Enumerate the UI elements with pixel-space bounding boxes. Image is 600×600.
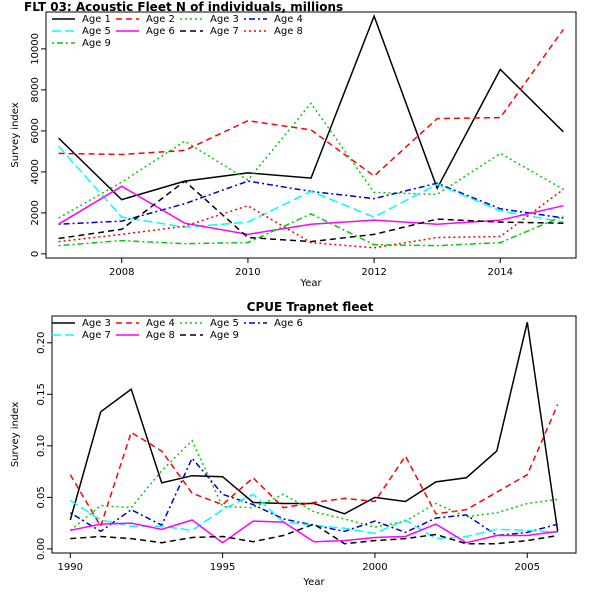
- y-tick-label: 0: [30, 251, 41, 257]
- legend-entry: Age 4: [274, 14, 303, 25]
- chart-title: CPUE Trapnet fleet: [247, 300, 374, 314]
- x-tick-label: 2010: [235, 267, 260, 278]
- legend-entry: Age 3: [210, 14, 239, 25]
- y-tick-label: 4000: [30, 159, 41, 184]
- legend-entry: Age 8: [146, 330, 175, 341]
- series-line-age-9: [58, 213, 564, 247]
- series-line-age-6: [58, 185, 564, 236]
- y-tick-label: 6000: [30, 118, 41, 143]
- legend-entry: Age 9: [82, 38, 111, 49]
- x-tick-label: 1990: [58, 562, 83, 573]
- legend-entry: Age 6: [274, 318, 303, 329]
- series-line-age-3: [58, 101, 564, 219]
- legend-entry: Age 5: [210, 318, 239, 329]
- series-line-age-9: [70, 523, 558, 545]
- y-axis-label: Survey index: [10, 102, 21, 167]
- series-line-age-8: [70, 519, 558, 544]
- y-axis-label: Survey index: [10, 402, 21, 467]
- series-line-age-1: [58, 13, 564, 201]
- chart-title: FLT 03: Acoustic Fleet N of individuals,…: [24, 0, 343, 14]
- series-line-age-2: [58, 28, 565, 177]
- y-tick-label: 0.05: [36, 486, 47, 508]
- legend-entry: Age 7: [82, 330, 111, 341]
- y-tick-label: 2000: [30, 200, 41, 225]
- legend-entry: Age 9: [210, 330, 239, 341]
- x-tick-label: 1995: [210, 562, 235, 573]
- series-line-age-6: [69, 456, 558, 537]
- y-tick-label: 0.20: [36, 332, 47, 354]
- plot-frame: [45, 11, 577, 259]
- x-tick-label: 2008: [109, 267, 134, 278]
- series-line-age-4: [58, 180, 564, 225]
- series-line-age-8: [58, 188, 564, 249]
- series-line-age-7: [58, 180, 564, 243]
- x-tick-label: 2014: [488, 267, 513, 278]
- y-tick-label: 10000: [30, 33, 41, 65]
- series-line-age-4: [69, 404, 559, 529]
- legend-entry: Age 7: [210, 26, 239, 37]
- x-axis-label: Year: [302, 577, 325, 588]
- series-line-age-5: [69, 439, 558, 531]
- y-tick-label: 0.15: [36, 383, 47, 405]
- legend-entry: Age 6: [146, 26, 175, 37]
- series-line-age-5: [58, 145, 564, 229]
- chart-acoustic-fleet: FLT 03: Acoustic Fleet N of individuals,…: [10, 0, 577, 289]
- legend-entry: Age 5: [82, 26, 111, 37]
- plot-frame: [51, 315, 577, 554]
- x-tick-label: 2005: [515, 562, 540, 573]
- x-tick-label: 2012: [361, 267, 386, 278]
- legend-entry: Age 2: [146, 14, 175, 25]
- x-tick-label: 2000: [362, 562, 387, 573]
- x-axis-label: Year: [299, 278, 322, 289]
- legend-entry: Age 4: [146, 318, 175, 329]
- series-line-age-3: [69, 322, 559, 532]
- legend-entry: Age 3: [82, 318, 111, 329]
- chart-cpue-trapnet-fleet: CPUE Trapnet fleet 1990 1995 2000 2005 0.00 0.…: [10, 300, 577, 588]
- y-tick-label: 0.00: [36, 538, 47, 560]
- y-tick-label: 8000: [30, 77, 41, 102]
- legend-entry: Age 1: [82, 14, 111, 25]
- legend-entry: Age 8: [274, 26, 303, 37]
- series-line-age-7: [69, 493, 558, 540]
- y-tick-label: 0.10: [36, 435, 47, 457]
